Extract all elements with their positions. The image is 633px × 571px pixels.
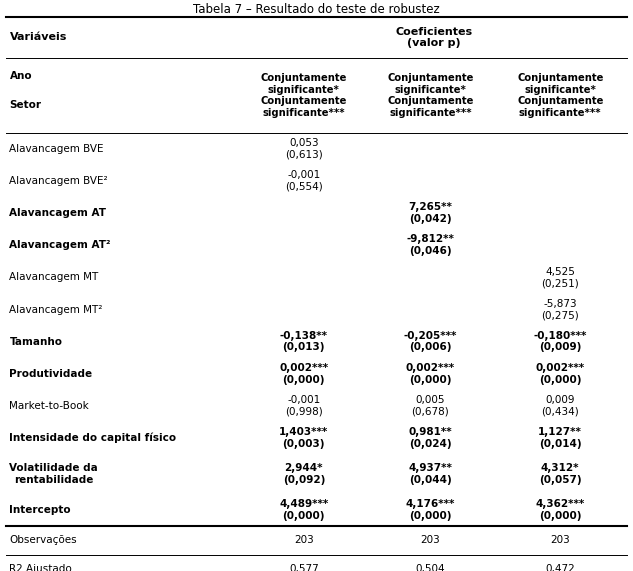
Text: 203: 203 [550,536,570,545]
Text: 0,005
(0,678): 0,005 (0,678) [411,395,449,417]
Text: 0,002***
(0,000): 0,002*** (0,000) [279,363,329,384]
Text: Conjuntamente
significante*
Conjuntamente
significante***: Conjuntamente significante* Conjuntament… [387,73,473,118]
Text: Conjuntamente
significante*
Conjuntamente
significante***: Conjuntamente significante* Conjuntament… [517,73,603,118]
Text: 4,176***
(0,000): 4,176*** (0,000) [406,499,455,521]
Text: Observações: Observações [9,536,77,545]
Text: Tamanho: Tamanho [9,337,63,347]
Text: Alavancagem BVE: Alavancagem BVE [9,144,104,154]
Text: 4,312*
(0,057): 4,312* (0,057) [539,463,582,485]
Text: Intercepto: Intercepto [9,505,71,515]
Text: Alavancagem MT²: Alavancagem MT² [9,304,103,315]
Text: Alavancagem AT: Alavancagem AT [9,208,106,218]
Text: -0,180***
(0,009): -0,180*** (0,009) [534,331,587,352]
Text: 0,981**
(0,024): 0,981** (0,024) [409,427,452,449]
Text: Alavancagem AT²: Alavancagem AT² [9,240,111,250]
Text: -0,001
(0,554): -0,001 (0,554) [285,170,323,192]
Text: 203: 203 [294,536,314,545]
Text: Tabela 7 – Resultado do teste de robustez: Tabela 7 – Resultado do teste de robuste… [193,3,440,16]
Text: 1,127**
(0,014): 1,127** (0,014) [538,427,582,449]
Text: 4,937**
(0,044): 4,937** (0,044) [408,463,453,485]
Text: Alavancagem BVE²: Alavancagem BVE² [9,176,108,186]
Text: -5,873
(0,275): -5,873 (0,275) [541,299,579,320]
Text: 0,504: 0,504 [416,564,445,571]
Text: 0,577: 0,577 [289,564,318,571]
Text: 4,525
(0,251): 4,525 (0,251) [541,267,579,288]
Text: 0,002***
(0,000): 0,002*** (0,000) [536,363,585,384]
Text: 0,472: 0,472 [546,564,575,571]
Text: Produtividade: Produtividade [9,369,92,379]
Text: 4,362***
(0,000): 4,362*** (0,000) [536,499,585,521]
Text: Alavancagem MT: Alavancagem MT [9,272,99,283]
Text: Setor: Setor [9,100,42,110]
Text: 7,265**
(0,042): 7,265** (0,042) [408,202,453,224]
Text: Market-to-Book: Market-to-Book [9,401,89,411]
Text: Variáveis: Variáveis [9,33,67,42]
Text: 0,009
(0,434): 0,009 (0,434) [541,395,579,417]
Text: -0,001
(0,998): -0,001 (0,998) [285,395,323,417]
Text: Conjuntamente
significante*
Conjuntamente
significante***: Conjuntamente significante* Conjuntament… [261,73,347,118]
Text: -0,138**
(0,013): -0,138** (0,013) [280,331,328,352]
Text: 1,403***
(0,003): 1,403*** (0,003) [279,427,329,449]
Text: Volatilidade da
rentabilidade: Volatilidade da rentabilidade [9,463,98,485]
Text: 4,489***
(0,000): 4,489*** (0,000) [279,499,329,521]
Text: 0,002***
(0,000): 0,002*** (0,000) [406,363,455,384]
Text: Ano: Ano [9,71,32,82]
Text: -0,205***
(0,006): -0,205*** (0,006) [404,331,457,352]
Text: 2,944*
(0,092): 2,944* (0,092) [283,463,325,485]
Text: 203: 203 [420,536,441,545]
Text: Intensidade do capital físico: Intensidade do capital físico [9,433,177,443]
Text: R2 Ajustado: R2 Ajustado [9,564,72,571]
Text: Coeficientes
(valor p): Coeficientes (valor p) [395,27,472,48]
Text: -9,812**
(0,046): -9,812** (0,046) [406,235,454,256]
Text: 0,053
(0,613): 0,053 (0,613) [285,138,323,160]
